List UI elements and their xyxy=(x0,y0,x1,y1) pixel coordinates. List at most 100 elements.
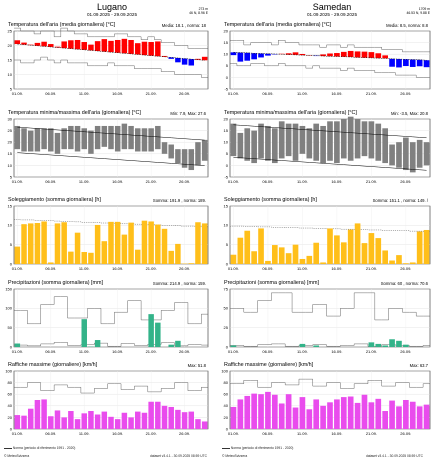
anomaly-bar xyxy=(21,42,27,45)
value-bar xyxy=(237,237,244,264)
anomaly-bar xyxy=(74,39,81,50)
minmax-bar xyxy=(306,128,313,159)
value-bar xyxy=(201,421,208,429)
x-tick-label: 06.09. xyxy=(45,179,56,184)
x-tick-label: 16.09. xyxy=(331,266,342,271)
minmax-bar xyxy=(74,125,81,152)
anomaly-bar xyxy=(34,42,41,46)
plot-lugano-precip: 0 50 100 150 01.09. 06.09. 11.09. 16.09. 21.09. 2… xyxy=(5,286,209,354)
value-bar xyxy=(141,220,148,264)
minmax-bar xyxy=(21,128,27,152)
anomaly-bar xyxy=(403,59,409,67)
anomaly-bar xyxy=(195,58,201,60)
anomaly-bar xyxy=(396,59,402,68)
minmax-bar xyxy=(121,123,128,150)
value-bar xyxy=(135,411,141,429)
norm-line xyxy=(17,43,205,61)
y-tick-label: 10 xyxy=(8,72,13,77)
value-bar xyxy=(181,412,188,429)
value-bar xyxy=(128,417,134,429)
meta-coords: 46.53 N, 9.88 E xyxy=(406,11,430,15)
value-bar xyxy=(41,221,47,264)
minmax-bar xyxy=(14,125,21,150)
anomaly-bar xyxy=(121,38,128,54)
x-tick-label: 06.09. xyxy=(45,266,56,271)
x-tick-label: 21.09. xyxy=(146,266,157,271)
x-tick-label: 11.09. xyxy=(79,266,90,271)
value-bar xyxy=(148,401,154,429)
minmax-bar xyxy=(34,128,41,152)
plot-lugano-gust: 0 20 40 60 80 100 01.09. 06.09. 11.09. 16.09. 21.0… xyxy=(5,368,209,436)
value-bar xyxy=(121,412,128,429)
value-bar xyxy=(272,245,278,264)
anomaly-bar xyxy=(108,40,114,53)
anomaly-bar xyxy=(416,59,423,67)
y-tick-label: 5 xyxy=(10,242,13,247)
anomaly-bar xyxy=(128,39,134,54)
minmax-bar xyxy=(265,125,271,161)
norm-upper-line xyxy=(230,292,430,321)
x-tick-label: 26.09. xyxy=(179,266,190,271)
minmax-bar xyxy=(68,125,74,150)
panel-stats-precip: Somma: 214.9 , norma: 159. xyxy=(152,281,206,286)
precip-bar xyxy=(14,343,21,347)
value-bar xyxy=(195,419,201,429)
minmax-bar xyxy=(423,142,430,166)
y-tick-label: 25 xyxy=(8,128,13,133)
x-tick-label: 11.09. xyxy=(79,349,90,354)
value-bar xyxy=(114,419,121,429)
y-tick-label: 50 xyxy=(224,306,229,311)
minmax-bar xyxy=(396,142,402,168)
meta-coords: 46 N, 8.96 E xyxy=(189,11,208,15)
plot-samedan-precip: 0 25 50 75 01.09. 06.09. 11.09. 16.09. 21.09. 26.… xyxy=(224,286,431,354)
anomaly-bar xyxy=(88,44,94,51)
panel-stats-temp: Media: 18.1 , norma: 18 xyxy=(161,23,206,28)
norm-lower-line xyxy=(230,343,430,347)
precip-bar xyxy=(389,339,395,347)
y-tick-label: 5 xyxy=(10,86,13,91)
minmax-bar xyxy=(244,128,251,161)
panel-title-precip: Precipitazioni (somma giornaliera) [mm] xyxy=(224,280,319,286)
copyright: © MeteoSvizzera xyxy=(4,454,30,458)
value-bar xyxy=(81,413,87,429)
value-bar xyxy=(68,411,74,429)
value-bar xyxy=(313,399,320,429)
value-bar xyxy=(327,402,333,429)
value-bar xyxy=(368,402,375,429)
x-tick-label: 21.09. xyxy=(366,179,377,184)
y-tick-label: -5 xyxy=(224,86,228,91)
y-tick-label: 5 xyxy=(10,174,13,179)
value-bar xyxy=(313,242,320,264)
value-bar xyxy=(340,397,347,429)
minmax-bar xyxy=(285,123,292,157)
x-tick-label: 06.09. xyxy=(262,431,273,436)
meta-altitude: 1709 m xyxy=(418,7,430,11)
minmax-bar xyxy=(382,128,388,164)
x-tick-label: 21.09. xyxy=(366,349,377,354)
x-tick-label: 16.09. xyxy=(331,349,342,354)
y-tick-label: 40 xyxy=(8,403,13,408)
anomaly-bar xyxy=(168,57,174,59)
value-bar xyxy=(88,411,94,429)
minmax-bar xyxy=(54,132,61,154)
station-name: Lugano xyxy=(96,2,128,12)
value-bar xyxy=(201,223,208,264)
copyright: © MeteoSvizzera xyxy=(222,454,248,458)
x-tick-label: 26.09. xyxy=(400,349,411,354)
minmax-bar xyxy=(101,125,108,147)
norm-min-line xyxy=(17,152,205,166)
anomaly-bar xyxy=(285,53,292,55)
anomaly-bar xyxy=(409,59,416,67)
minmax-bar xyxy=(368,121,375,159)
value-bar xyxy=(409,401,416,429)
anomaly-bar xyxy=(237,52,244,62)
value-bar xyxy=(299,258,306,264)
panel-title-temp: Temperatura dell'aria (media giornaliera… xyxy=(8,22,116,28)
minmax-bar xyxy=(334,121,340,164)
x-tick-label: 06.09. xyxy=(262,349,273,354)
y-tick-label: 15 xyxy=(224,128,229,133)
x-tick-label: 21.09. xyxy=(146,91,157,96)
anomaly-bar xyxy=(14,40,21,45)
value-bar xyxy=(320,405,326,429)
value-bar xyxy=(48,416,54,429)
